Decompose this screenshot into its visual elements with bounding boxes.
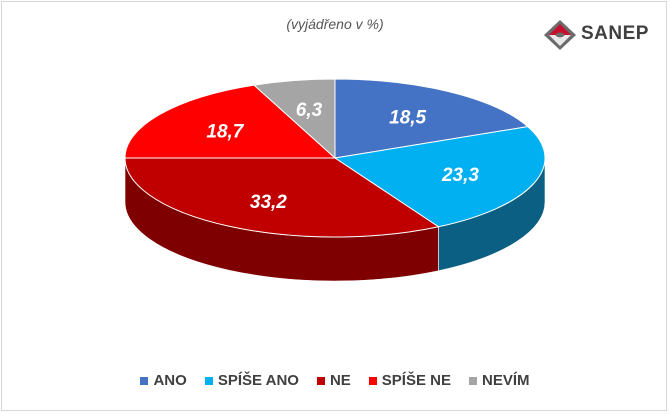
logo-text: SANEP — [581, 23, 649, 44]
legend-swatch — [469, 376, 477, 385]
data-label-ne: 33,2 — [250, 192, 287, 213]
pie-slice-ano — [334, 78, 529, 159]
legend-item-spise-ano: SPÍŠE ANO — [204, 372, 299, 389]
pie-slice-spise-ne — [124, 84, 337, 159]
legend-swatch — [368, 376, 377, 385]
sanep-logo-mark-icon — [544, 20, 576, 50]
legend-item-spise-ne: SPÍŠE NE — [368, 372, 451, 389]
pie-slice-spise-ano — [333, 126, 546, 228]
data-label-spise-ne: 18,7 — [206, 121, 244, 142]
legend-swatch — [204, 376, 213, 385]
sanep-logo: SANEP — [543, 19, 653, 51]
pie-slice-ne — [124, 157, 440, 238]
chart-legend: ANO SPÍŠE ANO NE SPÍŠE NE NEVÍM — [0, 372, 670, 389]
pie-slice-nevim — [252, 78, 336, 160]
legend-label: SPÍŠE NE — [381, 372, 451, 389]
legend-swatch — [140, 376, 149, 385]
legend-item-nevim: NEVÍM — [469, 372, 530, 389]
legend-label: NEVÍM — [482, 372, 530, 389]
legend-item-ne: NE — [316, 372, 351, 389]
legend-item-ano: ANO — [140, 372, 187, 389]
legend-label: NE — [329, 372, 351, 389]
data-label-ano: 18,5 — [389, 107, 426, 128]
data-label-spise-ano: 23,3 — [441, 165, 479, 186]
legend-label: SPÍŠE ANO — [217, 372, 299, 389]
data-label-nevim: 6,3 — [296, 100, 323, 121]
legend-swatch — [316, 376, 325, 385]
chart-subtitle: (vyjádřeno v %) — [286, 16, 384, 32]
legend-label: ANO — [153, 372, 187, 389]
